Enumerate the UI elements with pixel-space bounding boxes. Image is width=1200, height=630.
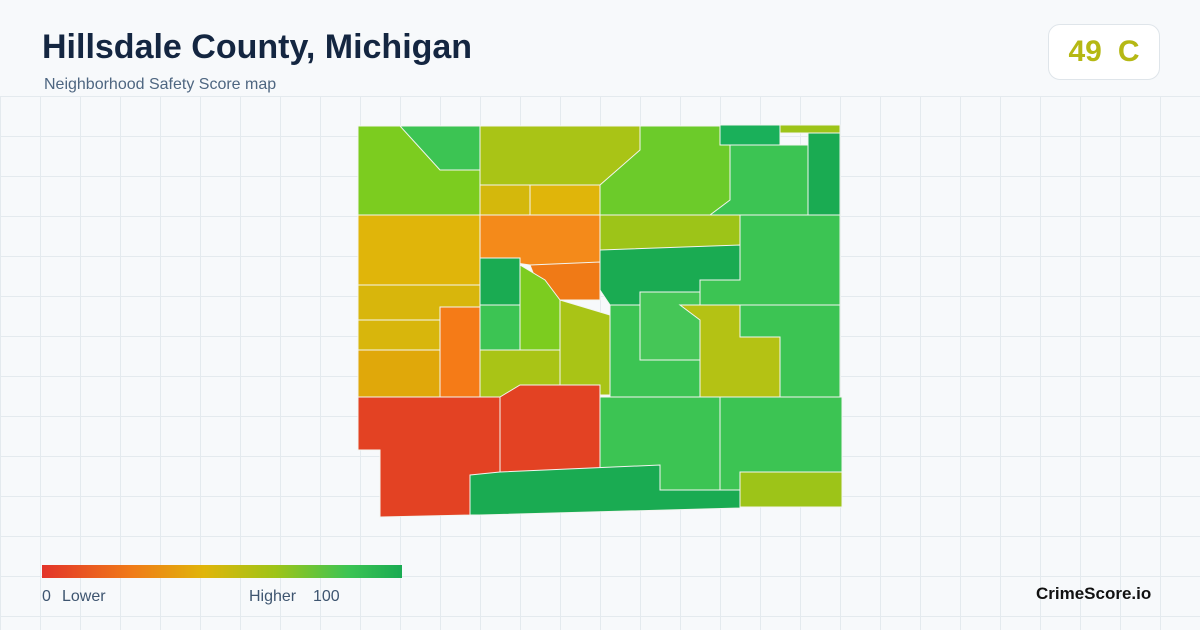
legend-min-label: Lower — [62, 588, 106, 605]
region — [559, 299, 611, 396]
region — [499, 384, 601, 473]
score-value: 49 — [1068, 35, 1102, 68]
region — [599, 214, 741, 251]
score-grade: C — [1117, 35, 1140, 68]
region — [357, 319, 441, 351]
region — [357, 214, 481, 286]
region — [357, 349, 441, 398]
legend-max: 100 — [313, 588, 340, 605]
region — [639, 291, 701, 361]
region — [479, 184, 531, 216]
brand: CrimeScore.io — [1036, 584, 1152, 603]
subtitle: Neighborhood Safety Score map — [44, 76, 277, 93]
region — [739, 471, 843, 508]
region — [779, 124, 841, 134]
title: Hillsdale County, Michigan — [42, 28, 473, 66]
legend-min: 0 — [42, 588, 51, 605]
score-badge: 49 C — [1048, 24, 1160, 80]
region — [719, 124, 781, 146]
header: Hillsdale County, Michigan Neighborhood … — [0, 0, 1200, 97]
region — [479, 257, 521, 306]
region — [479, 304, 521, 351]
region — [529, 184, 601, 216]
legend-gradient — [42, 565, 402, 578]
legend-max-label: Higher — [249, 588, 297, 605]
region — [807, 132, 841, 216]
